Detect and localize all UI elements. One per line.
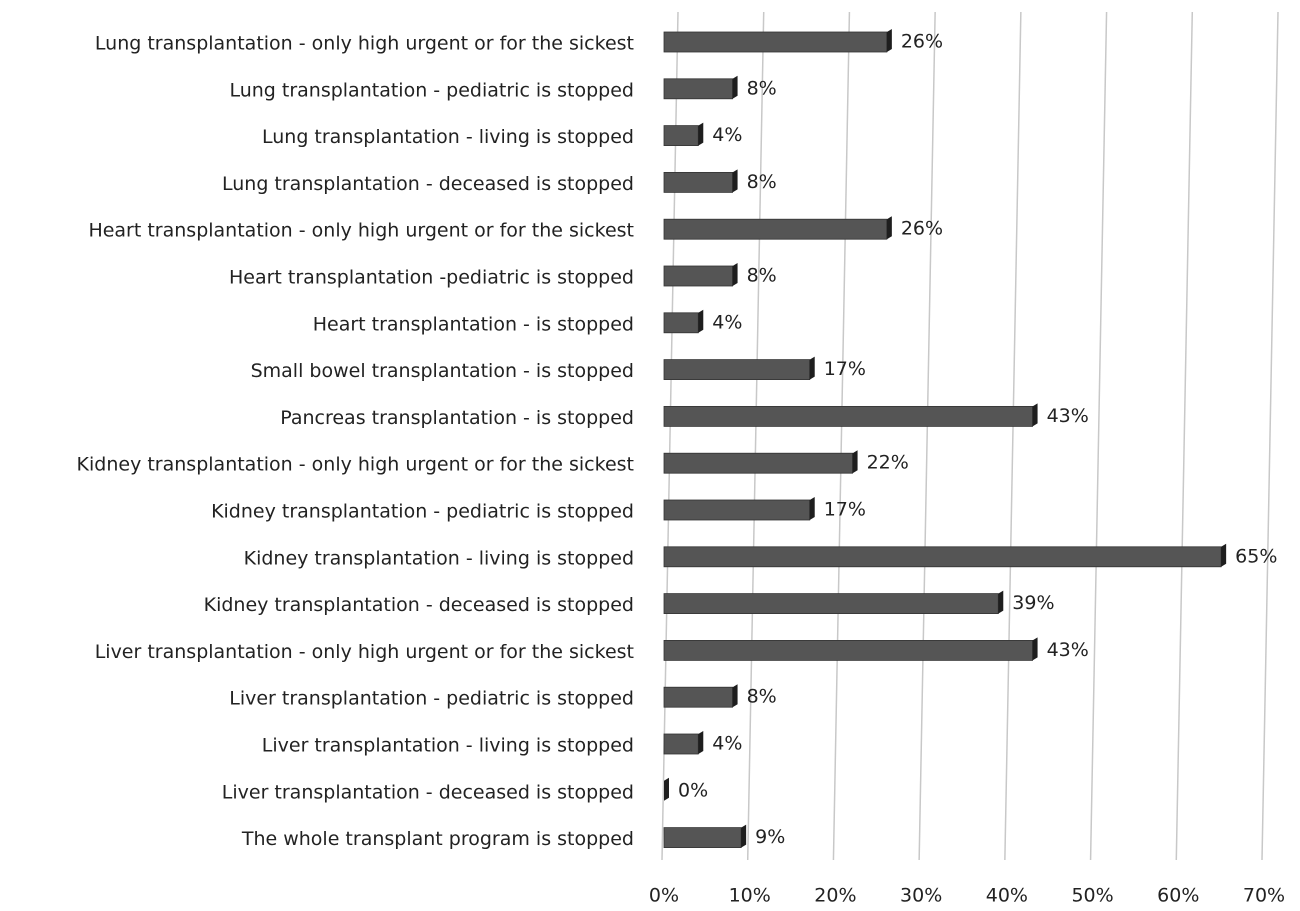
x-tick-label: 60% <box>1157 885 1199 907</box>
y-tick-label: Lung transplantation - only high urgent … <box>95 33 634 55</box>
x-tick-label: 70% <box>1243 885 1285 907</box>
value-label: 17% <box>824 499 866 521</box>
y-tick-label: Kidney transplantation - pediatric is st… <box>211 501 634 523</box>
bar <box>663 29 892 53</box>
y-tick-label: Kidney transplantation - only high urgen… <box>77 454 634 476</box>
y-tick-label: Liver transplantation - only high urgent… <box>95 641 634 663</box>
y-tick-label: Liver transplantation - living is stoppe… <box>262 735 634 757</box>
bar <box>663 309 704 334</box>
x-tick-label: 40% <box>986 885 1028 907</box>
y-tick-label: Lung transplantation - pediatric is stop… <box>229 79 634 101</box>
value-label: 65% <box>1235 545 1277 567</box>
bar <box>663 497 815 521</box>
grid-line <box>661 11 679 861</box>
y-tick-label: The whole transplant program is stopped <box>241 828 634 850</box>
bar <box>663 543 1227 568</box>
grid-line <box>1261 11 1279 861</box>
value-label: 39% <box>1012 592 1054 614</box>
y-tick-label: Lung transplantation - living is stopped <box>262 126 634 148</box>
y-tick-label: Pancreas transplantation - is stopped <box>280 407 634 429</box>
bar <box>663 684 738 708</box>
grid-line <box>1089 11 1108 861</box>
y-tick-label: Heart transplantation - only high urgent… <box>88 220 634 242</box>
value-label: 4% <box>712 124 742 146</box>
bar <box>663 590 1004 614</box>
bar <box>663 731 704 755</box>
bar <box>664 777 669 801</box>
value-label: 4% <box>712 311 742 333</box>
grid-line <box>832 11 851 861</box>
y-tick-label: Heart transplantation - is stopped <box>313 313 634 335</box>
grid-line <box>918 11 936 861</box>
value-label: 43% <box>1047 639 1089 661</box>
bar <box>663 450 858 474</box>
y-tick-label: Liver transplantation - deceased is stop… <box>222 781 634 803</box>
grid-line <box>746 11 765 861</box>
bar <box>663 637 1038 661</box>
value-label: 9% <box>755 826 785 848</box>
value-label: 0% <box>678 779 708 801</box>
value-label: 43% <box>1047 405 1089 427</box>
bar <box>663 824 747 848</box>
value-label: 8% <box>747 171 777 193</box>
x-tick-label: 10% <box>729 885 771 907</box>
x-tick-label: 20% <box>814 885 856 907</box>
x-tick-label: 0% <box>649 885 679 907</box>
value-label: 4% <box>712 733 742 755</box>
bar <box>663 403 1038 427</box>
x-tick-label: 30% <box>900 885 942 907</box>
x-tick-label: 50% <box>1071 885 1113 907</box>
bar <box>663 356 815 381</box>
y-tick-label: Kidney transplantation - living is stopp… <box>244 547 634 569</box>
value-label: 8% <box>747 265 777 287</box>
grid-line <box>1004 11 1022 861</box>
value-label: 17% <box>824 358 866 380</box>
value-label: 26% <box>901 218 943 240</box>
y-tick-label: Small bowel transplantation - is stopped <box>251 360 634 382</box>
bar <box>663 122 704 146</box>
y-tick-label: Heart transplantation -pediatric is stop… <box>229 267 634 289</box>
value-label: 26% <box>901 31 943 53</box>
value-label: 8% <box>747 686 777 708</box>
bar <box>663 263 738 287</box>
bar <box>663 75 738 100</box>
value-label: 22% <box>867 452 909 474</box>
y-tick-label: Kidney transplantation - deceased is sto… <box>204 594 634 616</box>
y-tick-label: Liver transplantation - pediatric is sto… <box>229 688 634 710</box>
bar <box>663 216 892 240</box>
y-tick-label: Lung transplantation - deceased is stopp… <box>222 173 634 195</box>
value-label: 8% <box>747 77 777 99</box>
grid-line <box>1175 11 1194 861</box>
bar <box>663 169 738 193</box>
